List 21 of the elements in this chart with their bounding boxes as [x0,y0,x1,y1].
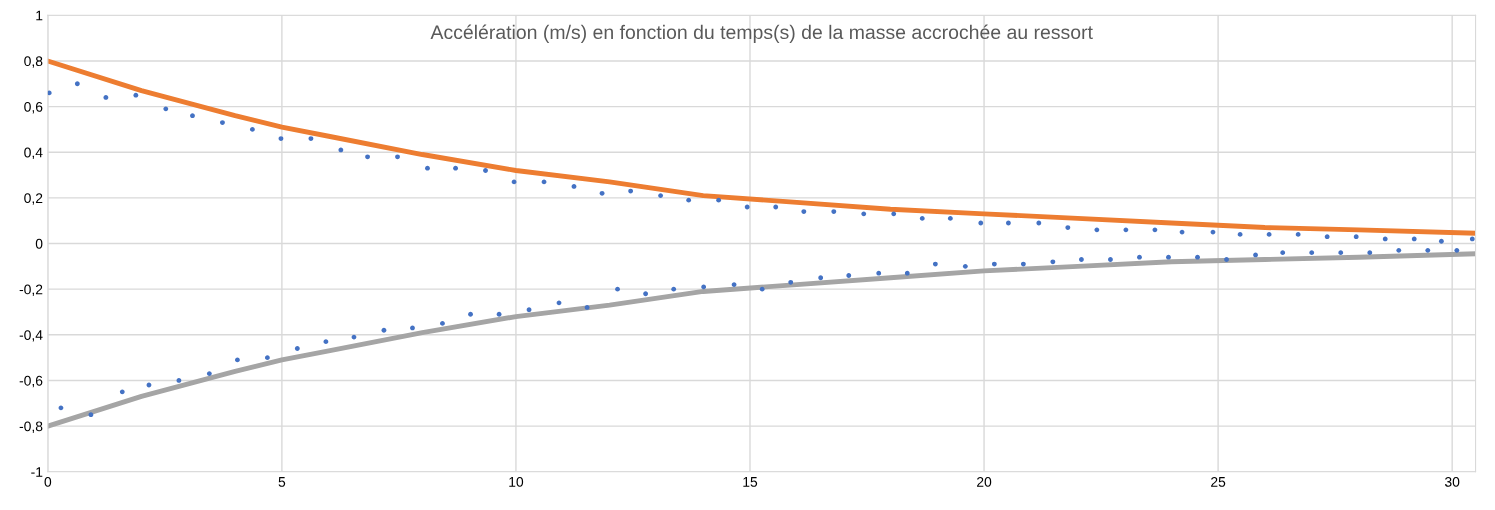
y-tick-label: 0,4 [24,147,43,160]
y-tick-label: -0,8 [19,421,43,433]
chart-title: Accélération (m/s) en fonction du temps(s) de la masse accrochée au ressort [430,24,1093,43]
y-tick-label: -0,4 [19,330,43,342]
line-series [47,58,1476,236]
x-tick-label: 30 [1444,476,1460,487]
y-tick-label: -1 [31,467,43,477]
y-tick-label: 0,8 [24,56,43,68]
x-tick-label: 15 [743,477,758,487]
y-tick-label: 0 [35,238,43,249]
line-series [47,251,1476,429]
x-tick-label: 5 [278,477,286,487]
x-tick-label: 10 [509,476,524,487]
y-tick-label: 0,6 [24,101,43,114]
y-tick-label: -0,2 [19,284,43,296]
y-tick-label: -0,6 [19,375,43,388]
x-tick-label: 20 [977,476,992,487]
y-tick-label: 1 [36,10,43,21]
x-tick-label: 0 [44,476,52,487]
y-tick-label: 0,2 [24,193,43,205]
x-tick-label: 25 [1211,476,1226,487]
